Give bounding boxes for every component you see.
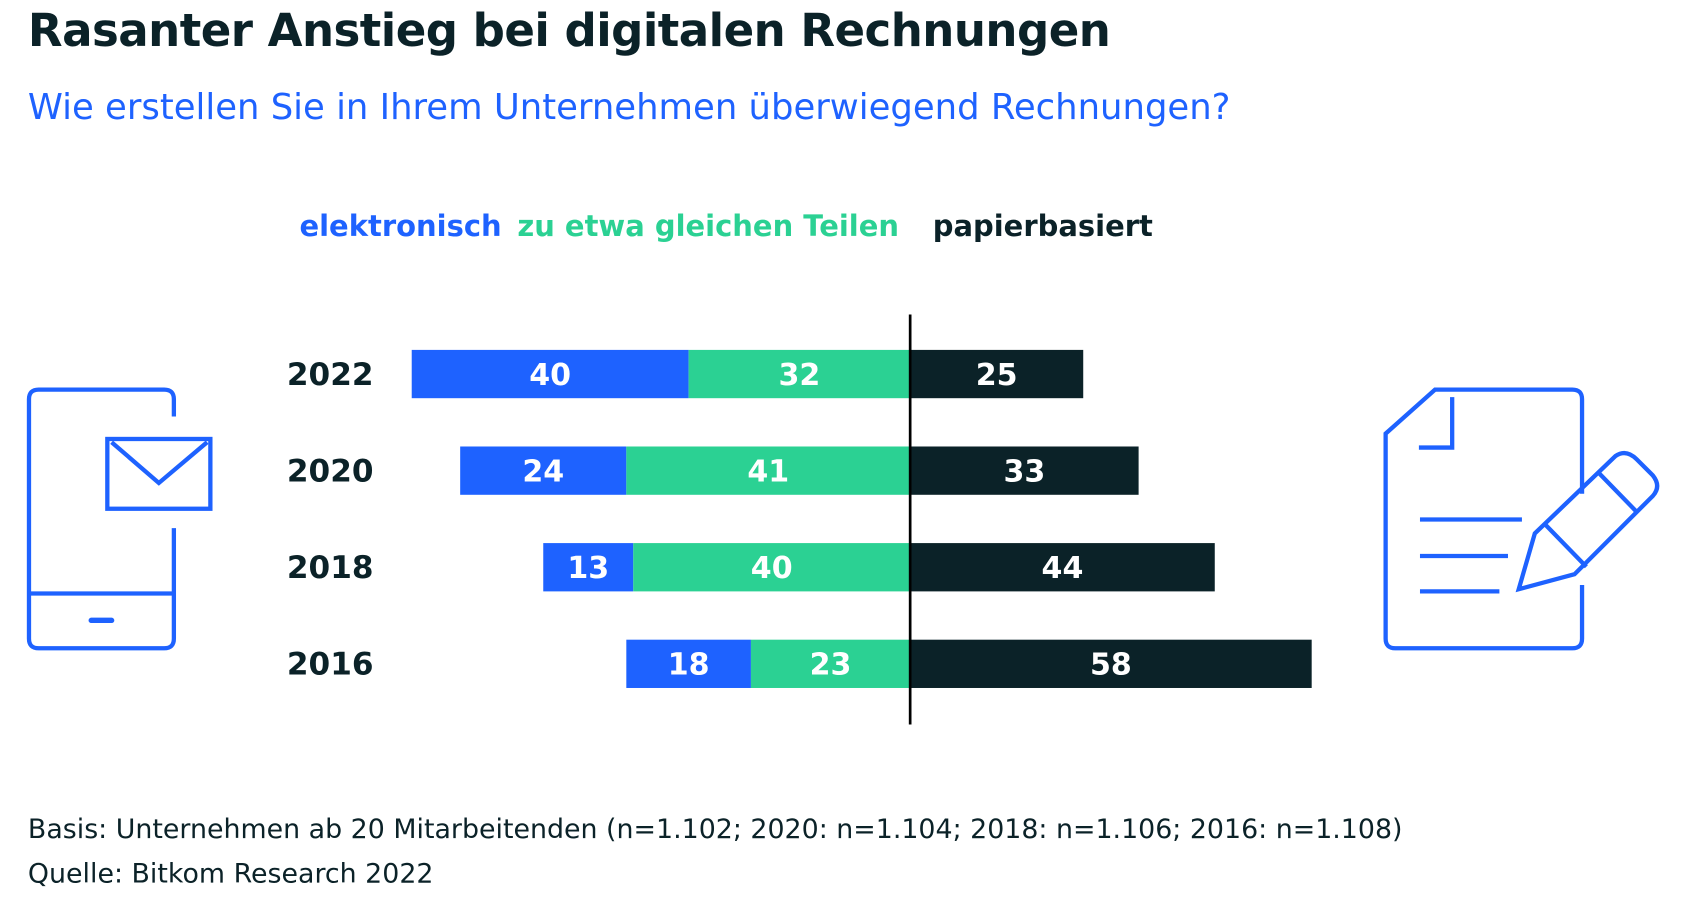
document-pen-icon [1383,387,1660,651]
bar-elektronisch [626,639,751,688]
data-label: 18 [668,648,710,683]
chart-title: Rasanter Anstieg bei digitalen Rechnunge… [27,4,1111,57]
category-label: 2022 [287,357,374,393]
data-label: 40 [751,551,793,586]
bar-elektronisch [460,446,627,495]
data-label: 32 [778,358,820,393]
bar-zu-etwa-gleichen-Teilen [633,543,911,592]
bar-row-2016: 2016 18 23 58 [287,639,1312,688]
data-label: 44 [1042,551,1084,586]
chart-subtitle: Wie erstellen Sie in Ihrem Unternehmen ü… [27,85,1231,128]
bar-elektronisch [411,349,689,399]
data-label: 25 [976,358,1018,393]
data-label: 41 [747,454,789,489]
bar-row-2022: 2022 40 32 25 [287,349,1084,399]
bar-papierbasiert [910,349,1084,399]
legend-gleiche-teile: zu etwa gleichen Teilen [517,210,900,244]
bar-zu-etwa-gleichen-Teilen [750,639,911,688]
bar-papierbasiert [910,543,1215,592]
bar-elektronisch [543,543,634,592]
data-label: 58 [1090,648,1132,683]
data-label: 23 [810,648,852,683]
legend-papierbasiert: papierbasiert [932,210,1153,244]
bar-papierbasiert [910,639,1312,688]
bar-row-2018: 2018 13 40 44 [287,543,1215,592]
footer-source: Quelle: Bitkom Research 2022 [27,857,434,889]
data-label: 24 [522,454,564,489]
smartphone-mail-icon [26,387,213,651]
data-label: 33 [1003,454,1045,489]
category-label: 2018 [287,550,374,586]
bar-papierbasiert [910,446,1139,495]
legend-elektronisch: elektronisch [299,210,502,244]
category-label: 2016 [287,647,374,683]
category-label: 2020 [287,453,374,489]
bar-zu-etwa-gleichen-Teilen [626,446,911,495]
data-label: 40 [529,358,571,393]
footer-basis: Basis: Unternehmen ab 20 Mitarbeitenden … [27,813,1403,845]
bar-row-2020: 2020 24 41 33 [287,446,1139,495]
bar-zu-etwa-gleichen-Teilen [688,349,911,399]
data-label: 13 [567,551,609,586]
